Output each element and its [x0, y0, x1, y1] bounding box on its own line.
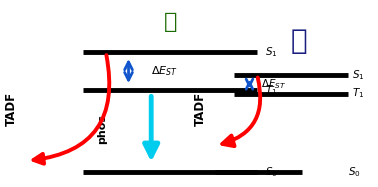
- Text: $T_1$: $T_1$: [352, 87, 364, 100]
- Text: 🐘: 🐘: [290, 27, 307, 55]
- Text: TADF: TADF: [194, 91, 207, 125]
- Text: $S_0$: $S_0$: [265, 165, 277, 179]
- Text: 🐇: 🐇: [163, 13, 177, 32]
- Text: $\Delta E_{ST}$: $\Delta E_{ST}$: [261, 77, 286, 91]
- Text: $S_0$: $S_0$: [348, 165, 361, 179]
- Text: $\Delta E_{ST}$: $\Delta E_{ST}$: [151, 64, 178, 78]
- Text: $S_1$: $S_1$: [265, 45, 277, 59]
- Text: $S_1$: $S_1$: [352, 68, 364, 82]
- Text: phos.: phos.: [97, 110, 107, 144]
- Text: $T_1$: $T_1$: [265, 83, 277, 97]
- Text: TADF: TADF: [5, 91, 18, 125]
